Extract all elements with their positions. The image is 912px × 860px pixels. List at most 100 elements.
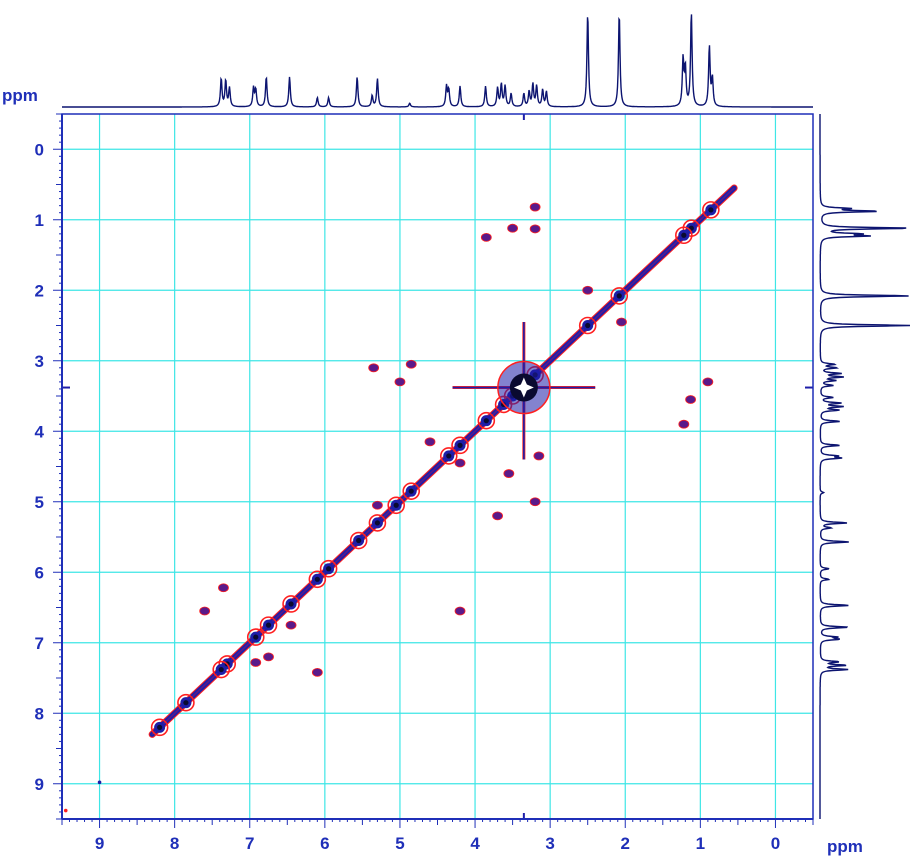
diagonal-peak-outline [212,660,231,679]
x-tick-label: 3 [545,834,554,853]
y-tick-label: 5 [35,493,44,512]
diagonal-peak-core [681,232,687,238]
cross-peak [424,437,436,447]
cross-peak [263,652,274,662]
cross-peak [199,606,211,616]
solvent-star-center [513,377,534,398]
y-tick-label: 6 [35,563,44,582]
cross-peak [503,469,515,478]
cross-peak [405,359,417,369]
diagonal-peak-outline [308,570,327,589]
label-layer: 9 8 7 6 5 4 3 2 1 0 0 1 2 3 4 5 6 7 8 9 [35,140,781,853]
top-projection-trace [62,14,813,108]
diagonal-peak-outline [177,693,195,712]
x-tick-label: 5 [395,834,404,853]
diagonal-peak-outline [368,514,387,532]
diagonal-peak-core [356,537,362,544]
diagonal-peak-core [708,207,714,213]
diagonal-peak-core [265,622,272,628]
cross-peak [368,363,380,373]
x-tick-label: 7 [245,834,254,853]
diagonal-peak-outline [319,559,338,578]
diagonal-peak-outline [402,482,421,500]
diagonal-peak-core [616,293,622,299]
diagonal-peak-core [408,488,414,494]
diagonal-peak-outline [477,411,496,430]
diagonal-peak-core [183,700,189,706]
y-axis-unit-label: ppm [2,86,38,105]
diagonal-peak-outline [150,718,169,737]
cross-peak [685,395,696,404]
y-tick-label: 2 [35,281,44,300]
cross-peak [454,458,466,468]
diagonal-peak-core [393,502,399,508]
cross-peak [616,317,627,327]
y-tick-label: 3 [35,352,44,371]
cross-peak [529,224,541,234]
diagonal-peak-core [585,322,591,329]
x-tick-label: 4 [470,834,480,853]
diagonal-peak-outline [259,616,278,634]
right-projection-trace [819,114,911,819]
y-tick-label: 7 [35,634,44,653]
cross-peak [454,606,466,616]
diagonal-peak-outline [246,628,265,646]
diagonal-peak-core [446,453,452,459]
diagonal-peak-outline [349,531,368,550]
cross-peak [372,500,383,510]
cross-peak [533,451,545,461]
diagonal-peak-outline [387,496,405,515]
frame-layer [53,113,814,828]
diagonal-peak-core [483,418,489,424]
diagonal-peak-outline [610,287,629,305]
y-tick-label: 0 [35,140,44,159]
cross-peak [507,223,518,233]
corner-speck [63,808,68,813]
y-tick-label: 9 [35,775,44,794]
cross-peak [492,511,503,521]
y-tick-label: 1 [35,211,44,230]
diagonal-peak-core [218,666,224,673]
diagonal-peak-core [157,724,163,730]
diagonal-peak-core [314,576,320,582]
right-1d-projection [819,114,911,819]
x-axis-unit-label: ppm [827,837,863,856]
diagonal-peak-outline [218,655,237,673]
corner-speck [97,780,102,785]
y-tick-label: 8 [35,704,44,723]
diagonal-peak-core [253,634,259,640]
cross-peak [285,620,297,630]
diagonal-peak-outline [282,595,300,613]
cross-peak [250,658,262,667]
diagonal-peak-core [326,566,332,572]
diagonal-peak-core [457,442,463,448]
cross-peak [702,377,714,387]
y-tick-label: 4 [35,422,45,441]
cross-peak [394,377,406,387]
x-tick-label: 6 [320,834,329,853]
cross-peak [311,667,323,677]
cross-peak [529,497,541,507]
x-tick-label: 9 [95,834,104,853]
x-tick-label: 0 [771,834,780,853]
diagonal-peak-outline [439,447,458,465]
contour-layer [62,114,813,819]
diagonal-peak-outline [675,226,693,245]
cross-peak [678,419,690,429]
cross-peak [480,232,492,242]
cross-peak [529,202,541,212]
cross-peak [582,285,594,295]
cross-peak [218,583,229,593]
grid-layer [62,114,813,819]
top-1d-projection [62,14,813,108]
diagonal-peak-outline [451,436,469,455]
diagonal-peak-core [374,520,381,526]
x-tick-label: 8 [170,834,179,853]
diagonal-peak-outline [578,316,597,335]
diagonal-peak-outline [702,201,720,219]
diagonal-peak-core [288,601,294,607]
x-tick-label: 1 [696,834,705,853]
x-tick-label: 2 [621,834,630,853]
